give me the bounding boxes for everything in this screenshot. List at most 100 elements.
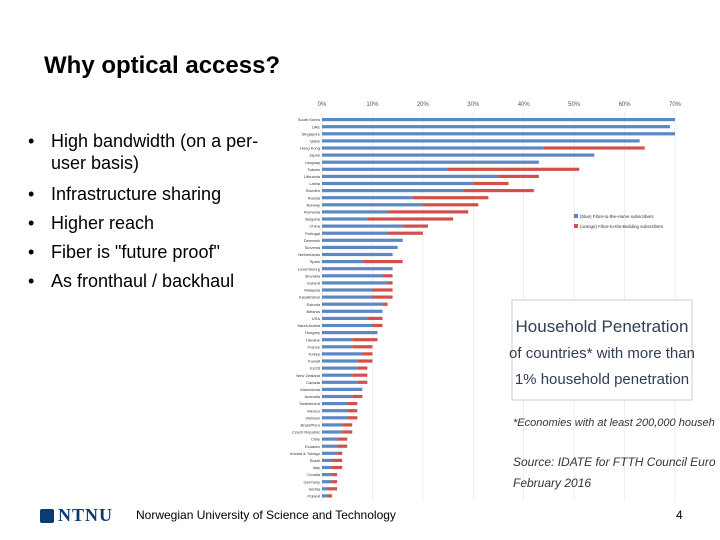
bar-fttb xyxy=(543,146,645,150)
category-label: Russia xyxy=(308,195,321,200)
bar-ftth xyxy=(322,473,333,477)
bar-ftth xyxy=(322,316,368,320)
category-label: Slovenia xyxy=(305,245,321,250)
category-label: Brazil xyxy=(310,458,320,463)
bar-ftth xyxy=(322,423,343,427)
category-label: Macedonia xyxy=(300,387,320,392)
bar-ftth xyxy=(322,181,474,186)
bar-ftth xyxy=(322,437,338,441)
bar-fttb xyxy=(463,189,534,193)
bar-fttb xyxy=(387,281,393,285)
category-label: Norway xyxy=(306,202,320,207)
bar-fttb xyxy=(372,288,393,292)
bar-ftth xyxy=(322,494,328,498)
bar-ftth xyxy=(322,465,333,470)
bullet-item: Fiber is "future proof" xyxy=(28,238,288,267)
x-tick-label: 70% xyxy=(669,102,682,108)
bar-ftth xyxy=(322,402,348,406)
category-label: Poland xyxy=(308,494,320,499)
bar-fttb xyxy=(332,465,343,470)
bar-ftth xyxy=(322,217,368,221)
category-label: Italy xyxy=(313,465,320,470)
bar-ftth xyxy=(322,309,383,313)
bar-fttb xyxy=(448,167,580,171)
category-label: Taiwan xyxy=(308,167,320,172)
bar-ftth xyxy=(322,487,328,491)
source-line: Source: IDATE for FTTH Council Europe, xyxy=(513,455,715,469)
category-label: Germany xyxy=(304,479,320,484)
category-label: Kuwait xyxy=(308,359,321,364)
ntnu-logo: NTNU xyxy=(40,505,113,526)
category-label: New Zealand xyxy=(296,373,320,378)
bar-ftth xyxy=(322,480,333,484)
bar-ftth xyxy=(322,189,464,193)
bar-fttb xyxy=(362,352,373,356)
category-label: South Korea xyxy=(298,117,321,122)
category-label: Brazil/Peru xyxy=(300,423,320,428)
category-label: Chile xyxy=(311,437,321,442)
bar-fttb xyxy=(382,274,393,278)
category-label: Turkey xyxy=(308,352,320,357)
category-label: Slovakia xyxy=(305,273,321,278)
bar-ftth xyxy=(322,260,363,264)
category-label: Iceland xyxy=(307,281,320,286)
bullet-item: High bandwidth (on a per-user basis) xyxy=(28,130,288,174)
bar-fttb xyxy=(332,458,343,462)
source-line: February 2016 xyxy=(513,476,591,490)
annotation-box xyxy=(511,299,693,401)
bar-ftth xyxy=(322,167,449,171)
bar-ftth xyxy=(322,373,353,377)
logo-text: NTNU xyxy=(58,505,114,525)
page-number: 4 xyxy=(676,508,683,522)
category-label: Canada xyxy=(306,380,321,385)
bullet-item: As fronthaul / backhaul xyxy=(28,267,288,296)
bar-ftth xyxy=(322,302,383,306)
bar-fttb xyxy=(422,203,479,207)
bar-ftth xyxy=(322,146,544,150)
bar-ftth xyxy=(322,288,373,292)
bar-fttb xyxy=(357,380,368,384)
bullet-item: Higher reach xyxy=(28,209,288,238)
bar-fttb xyxy=(473,181,509,186)
footnote: *Economies with at least 200,000 househo… xyxy=(513,417,715,429)
bar-fttb xyxy=(372,323,383,328)
category-label: Switzerland xyxy=(299,401,320,406)
bar-ftth xyxy=(322,281,388,285)
bar-fttb xyxy=(362,260,403,264)
bar-fttb xyxy=(337,444,348,448)
category-label: Trinidad & Tobago xyxy=(290,451,321,456)
bar-ftth xyxy=(322,331,378,335)
bar-fttb xyxy=(367,316,383,320)
x-tick-label: 30% xyxy=(467,102,480,108)
category-label: Denmark xyxy=(304,238,320,243)
x-tick-label: 50% xyxy=(568,102,581,108)
bar-ftth xyxy=(322,245,398,249)
bar-ftth xyxy=(322,132,675,136)
bar-ftth xyxy=(322,366,358,370)
bar-fttb xyxy=(332,473,338,477)
category-label: Ecuador xyxy=(305,444,321,449)
category-label: Saudi Arabia xyxy=(297,323,320,328)
bullet-item: Infrastructure sharing xyxy=(28,180,288,209)
bar-fttb xyxy=(342,423,353,427)
category-label: USA xyxy=(312,316,321,321)
bar-fttb xyxy=(412,196,489,200)
category-label: Ukraine xyxy=(306,337,321,342)
bar-ftth xyxy=(322,125,670,129)
category-label: China xyxy=(310,224,321,229)
bar-fttb xyxy=(337,437,348,441)
bar-ftth xyxy=(322,160,539,164)
bar-fttb xyxy=(332,480,338,484)
bar-ftth xyxy=(322,409,348,413)
bar-ftth xyxy=(322,203,423,207)
bar-fttb xyxy=(498,174,539,178)
category-label: Vietnam xyxy=(305,415,320,420)
bar-ftth xyxy=(322,359,358,363)
annotation-line: 1% household penetration xyxy=(515,371,689,388)
x-tick-label: 60% xyxy=(619,102,632,108)
bar-ftth xyxy=(322,451,338,455)
category-label: Singapore xyxy=(302,131,321,136)
category-label: Belarus xyxy=(306,309,320,314)
category-label: Australia xyxy=(304,394,320,399)
bar-fttb xyxy=(357,366,368,370)
